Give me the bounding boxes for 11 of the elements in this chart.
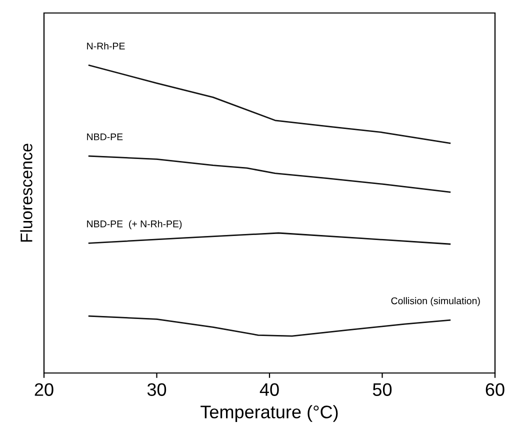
x-tick-label: 40 (260, 383, 279, 396)
series-label: N-Rh-PE (87, 42, 125, 50)
x-axis-title: Temperature (°C) (200, 405, 338, 422)
y-axis-title: Fluorescence (20, 144, 32, 242)
x-tick-label: 30 (147, 383, 166, 396)
series-label: NBD-PE (+ N-Rh-PE) (87, 220, 182, 230)
x-tick-label: 60 (486, 383, 504, 396)
x-tick-label: 20 (34, 383, 54, 396)
x-tick-label: 50 (372, 383, 392, 396)
series-label: NBD-PE (87, 133, 123, 140)
series-label: Collision (simulation) (391, 297, 480, 306)
